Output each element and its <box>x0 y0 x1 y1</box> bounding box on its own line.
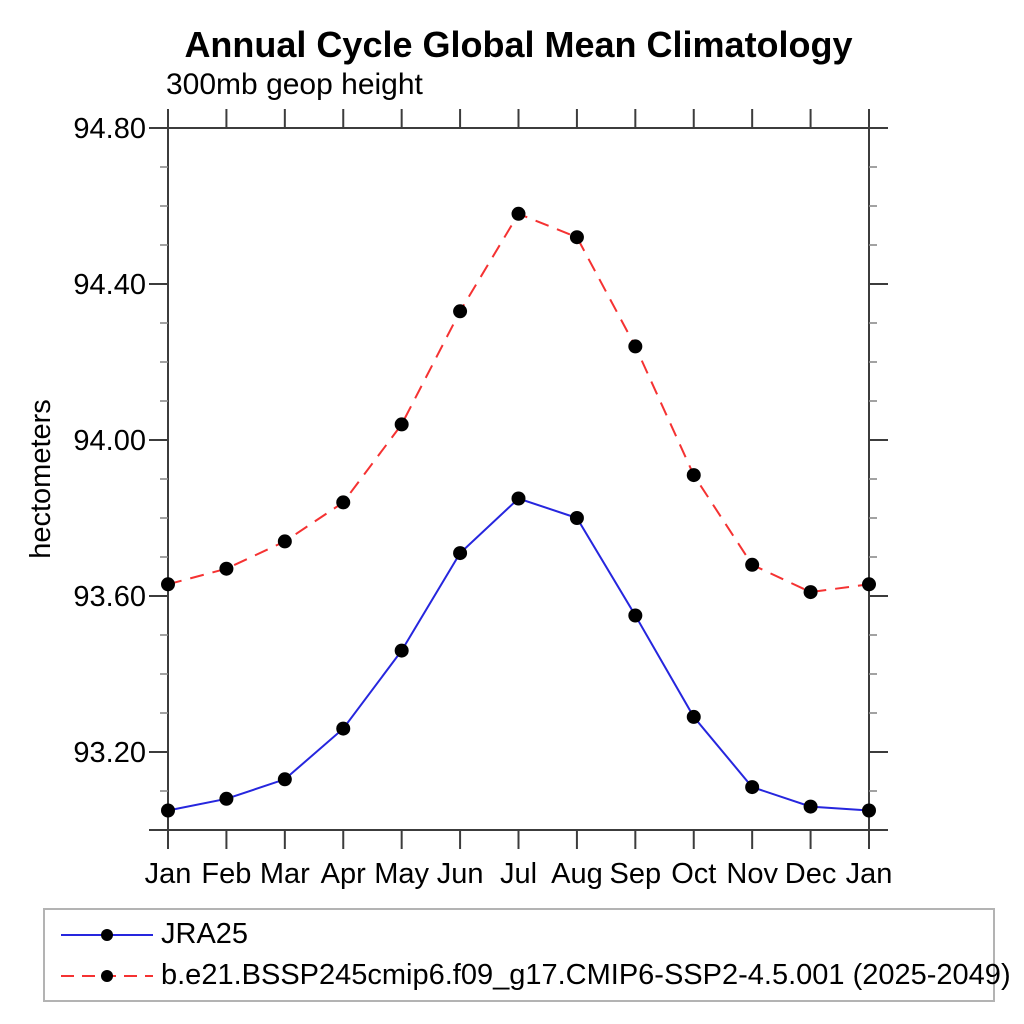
data-point-marker <box>394 643 409 658</box>
data-point-marker <box>803 585 818 600</box>
x-tick-label: Dec <box>785 858 837 890</box>
y-axis-label: hectometers <box>25 399 57 559</box>
data-point-marker <box>277 772 292 787</box>
x-tick-label: Jan <box>145 858 192 890</box>
model-line-sample <box>61 969 153 982</box>
jra25-line-sample <box>61 928 153 941</box>
data-point-marker <box>569 511 584 525</box>
data-point-marker <box>569 230 584 245</box>
chart-title: Annual Cycle Global Mean Climatology <box>184 24 853 65</box>
x-tick-label: Apr <box>321 858 366 890</box>
data-point-marker <box>628 608 643 623</box>
data-point-marker <box>686 709 701 724</box>
data-point-marker <box>862 803 876 818</box>
data-point-marker <box>219 791 234 806</box>
y-tick-label: 94.00 <box>73 425 146 457</box>
data-point-marker <box>511 491 526 506</box>
series-line-0 <box>167 497 870 812</box>
data-point-marker <box>745 557 760 572</box>
x-tick-label: Jun <box>437 858 484 890</box>
data-point-marker <box>336 495 351 510</box>
x-tick-label: Nov <box>726 858 778 890</box>
x-tick-label: Jul <box>500 858 537 890</box>
x-tick-label: Feb <box>201 858 251 890</box>
legend: JRA25 b.e21.BSSP245cmip6.f09_g17.CMIP6-S… <box>43 908 1011 1002</box>
y-tick-label: 93.20 <box>73 737 146 769</box>
y-tick-label: 93.60 <box>73 581 146 613</box>
data-point-marker <box>511 206 526 221</box>
x-tick-label: Mar <box>260 858 310 890</box>
data-point-marker <box>745 780 760 795</box>
data-point-marker <box>628 339 643 354</box>
data-point-marker <box>453 304 468 319</box>
data-point-marker <box>686 468 701 483</box>
x-tick-label: Oct <box>671 858 716 890</box>
data-point-marker <box>453 546 468 561</box>
data-point-marker <box>803 799 818 814</box>
data-point-marker <box>394 417 409 432</box>
data-point-marker <box>336 721 351 736</box>
legend-label-model: b.e21.BSSP245cmip6.f09_g17.CMIP6-SSP2-4.… <box>161 959 1011 991</box>
data-point-marker <box>277 534 292 549</box>
y-tick-label: 94.80 <box>73 113 146 145</box>
x-tick-label: Sep <box>610 858 662 890</box>
data-point-marker <box>161 577 175 592</box>
legend-item-jra25: JRA25 <box>59 918 993 952</box>
legend-item-model: b.e21.BSSP245cmip6.f09_g17.CMIP6-SSP2-4.… <box>59 959 1011 993</box>
y-tick-label: 94.40 <box>73 269 146 301</box>
x-tick-label: May <box>374 858 429 890</box>
series-line-1 <box>167 212 870 594</box>
data-point-marker <box>161 803 175 818</box>
x-tick-label: Jan <box>846 858 893 890</box>
data-point-marker <box>219 561 234 576</box>
legend-label-jra25: JRA25 <box>161 918 249 950</box>
data-point-marker <box>862 577 876 592</box>
chart-subtitle: 300mb geop height <box>166 68 423 101</box>
x-tick-label: Aug <box>551 858 603 890</box>
